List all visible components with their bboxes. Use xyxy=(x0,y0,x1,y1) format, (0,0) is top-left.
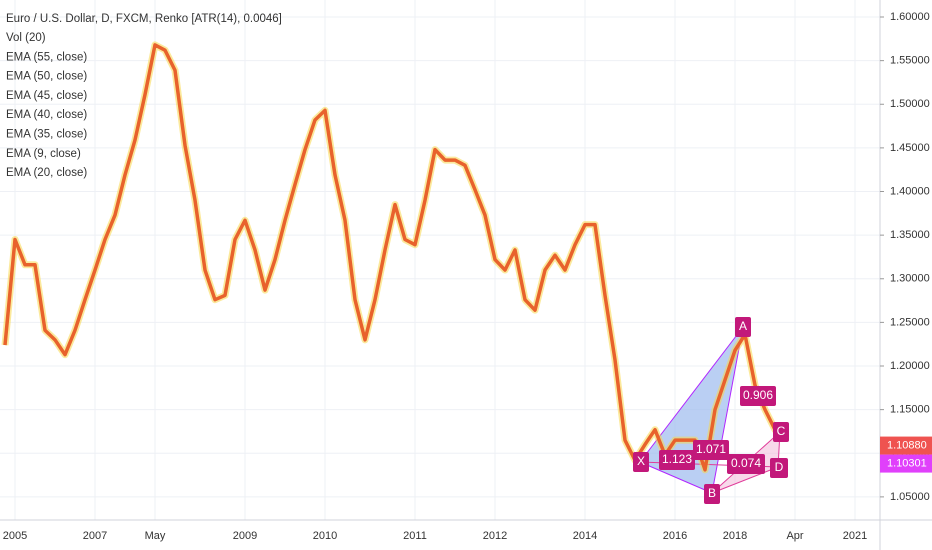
price-tag-label: 1.10880 xyxy=(887,439,927,451)
price-tag xyxy=(880,436,932,455)
y-tick-label: 1.55000 xyxy=(890,55,930,67)
indicator-label: EMA (35, close) xyxy=(6,129,87,141)
y-tick-label: 1.05000 xyxy=(890,491,930,503)
indicator-label: EMA (50, close) xyxy=(6,71,87,83)
y-tick-label: 1.35000 xyxy=(890,229,930,241)
pattern-ratio: 0.906 xyxy=(743,388,773,402)
pattern-point: D xyxy=(775,460,784,474)
indicator-label: Vol (20) xyxy=(6,32,46,44)
y-tick-label: 1.45000 xyxy=(890,142,930,154)
x-tick-label: 2012 xyxy=(483,530,507,542)
chart-title: Euro / U.S. Dollar, D, FXCM, Renko [ATR(… xyxy=(6,13,282,25)
x-tick-label: 2007 xyxy=(83,530,107,542)
price-tag-label: 1.10301 xyxy=(887,457,927,469)
y-tick-label: 1.25000 xyxy=(890,316,930,328)
x-tick-label: 2010 xyxy=(313,530,337,542)
x-tick-label: Apr xyxy=(786,530,803,542)
legend: Euro / U.S. Dollar, D, FXCM, Renko [ATR(… xyxy=(6,13,282,179)
pattern-point: A xyxy=(739,319,747,333)
x-tick-label: May xyxy=(145,530,166,542)
tag xyxy=(770,458,788,478)
tag xyxy=(633,452,649,472)
y-tick-label: 1.15000 xyxy=(890,404,930,416)
tag xyxy=(740,386,776,406)
x-tick-label: 2009 xyxy=(233,530,257,542)
tag xyxy=(773,422,789,442)
indicator-label: EMA (9, close) xyxy=(6,148,81,160)
y-tick-label: 1.40000 xyxy=(890,185,930,197)
pattern-ratio: 0.074 xyxy=(731,456,761,470)
tag xyxy=(659,450,695,470)
price-line xyxy=(3,43,785,472)
tag xyxy=(735,317,751,337)
plot xyxy=(1,41,785,474)
y-tick-label: 1.60000 xyxy=(890,11,930,23)
y-tick-label: 1.30000 xyxy=(890,273,930,285)
x-tick-label: 2016 xyxy=(663,530,687,542)
x-tick-label: 2018 xyxy=(723,530,747,542)
pattern-point: X xyxy=(637,454,645,468)
tag xyxy=(704,484,720,504)
pattern-ratio: 1.071 xyxy=(696,442,726,456)
x-tick-label: 2011 xyxy=(403,530,427,542)
x-tick-label: 2005 xyxy=(3,530,27,542)
indicator-label: EMA (45, close) xyxy=(6,90,87,102)
tag xyxy=(693,440,729,460)
pattern-point: C xyxy=(777,424,786,438)
price-tag xyxy=(880,454,932,473)
pattern-ratio: 1.123 xyxy=(662,452,692,466)
axes: 1.60000 1.55000 1.50000 1.45000 1.40000 1.350… xyxy=(3,11,932,542)
indicator-label: EMA (40, close) xyxy=(6,109,87,121)
pattern-labels: X A B C D 1.123 1.071 0.074 0.906 xyxy=(633,317,789,504)
indicator-label: EMA (20, close) xyxy=(6,167,87,179)
y-tick-label: 1.50000 xyxy=(890,98,930,110)
indicator-label: EMA (55, close) xyxy=(6,51,87,63)
y-tick-label: 1.20000 xyxy=(890,360,930,372)
x-tick-label: 2014 xyxy=(573,530,597,542)
tag xyxy=(727,454,765,474)
x-tick-label: 2021 xyxy=(843,530,867,542)
pattern-point: B xyxy=(708,486,716,500)
